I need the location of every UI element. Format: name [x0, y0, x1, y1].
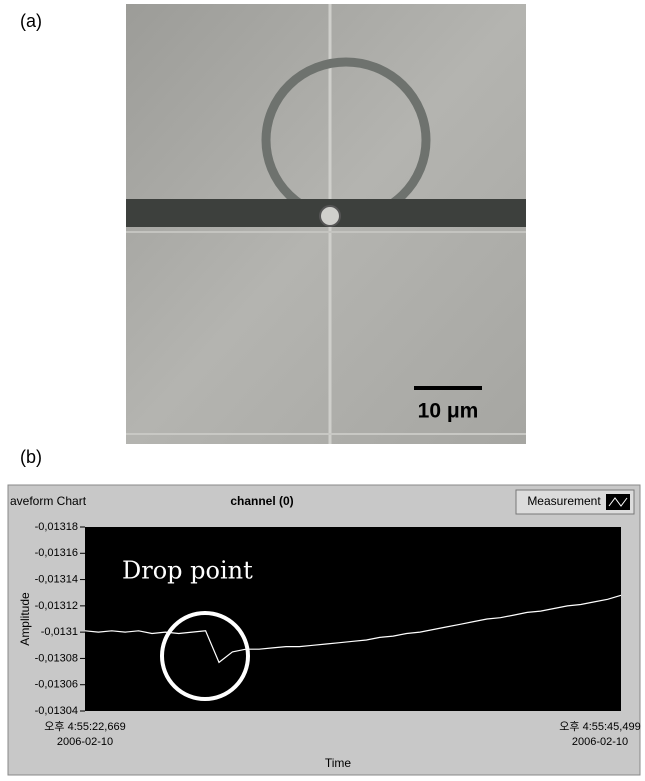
- y-tick-label: -0,01316: [35, 547, 78, 559]
- x-end-date: 2006-02-10: [572, 736, 628, 748]
- x-start-date: 2006-02-10: [57, 736, 113, 748]
- y-tick-label: -0,0131: [41, 626, 78, 638]
- legend-label: Measurement: [527, 494, 601, 508]
- y-tick-label: -0,01318: [35, 521, 78, 533]
- y-axis-label: Amplitude: [18, 592, 32, 646]
- x-end-label: 오후 4:55:45,499: [559, 720, 640, 733]
- y-tick-label: -0,01312: [35, 600, 78, 612]
- data-line: [84, 594, 622, 664]
- panel-label: (a): [20, 11, 42, 31]
- x-axis-label: Time: [325, 756, 352, 770]
- annotation: Drop point: [122, 557, 253, 585]
- y-tick-label: -0,01306: [35, 679, 78, 691]
- micrograph: [126, 4, 526, 444]
- y-tick-label: -0,01304: [35, 705, 78, 717]
- waveform-panel: [7, 484, 641, 776]
- chart-title: channel (0): [230, 494, 293, 508]
- scale-bar-label: 10 μm: [418, 400, 479, 423]
- y-tick-label: -0,01308: [35, 652, 78, 664]
- panel-label: (b): [20, 447, 42, 467]
- window-title: aveform Chart: [10, 494, 87, 508]
- y-tick-label: -0,01314: [35, 573, 78, 585]
- x-start-label: 오후 4:55:22,669: [44, 720, 125, 733]
